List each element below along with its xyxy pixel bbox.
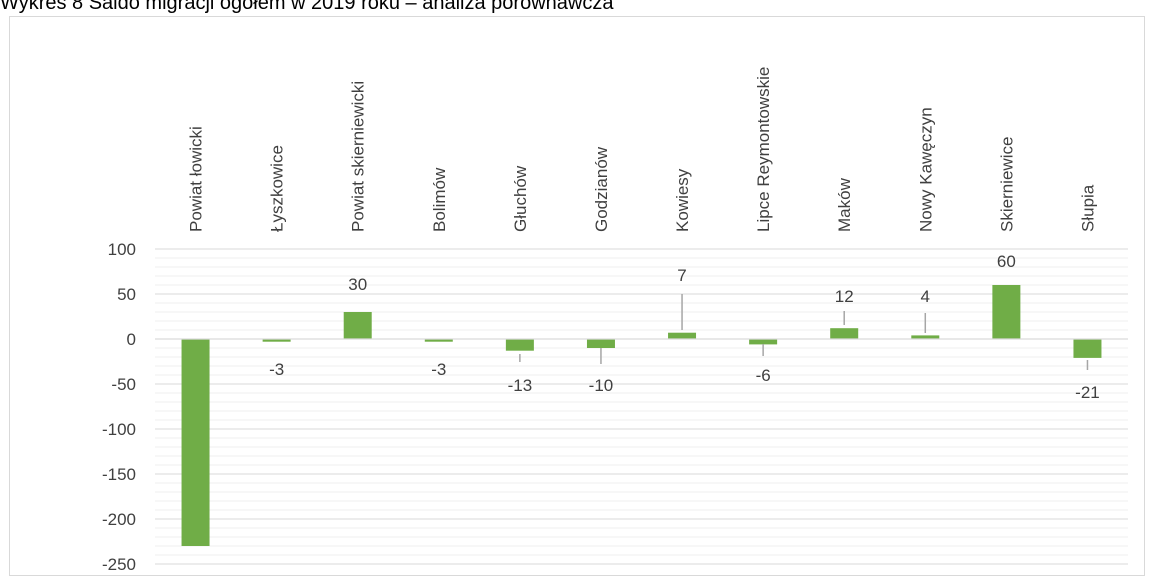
- data-label: 12: [835, 287, 854, 306]
- category-label: Maków: [835, 177, 854, 232]
- category-label: Lipce Reymontowskie: [754, 67, 773, 232]
- y-tick-label: -200: [102, 510, 136, 529]
- bar: [1073, 339, 1102, 358]
- bar: [911, 335, 940, 339]
- bar: [505, 339, 534, 351]
- y-tick-label: -100: [102, 420, 136, 439]
- category-label: Łyszkowice: [268, 145, 287, 232]
- y-tick-label: -150: [102, 465, 136, 484]
- y-tick-label: -50: [111, 375, 136, 394]
- data-label: -6: [756, 366, 771, 385]
- data-label: -13: [508, 376, 533, 395]
- data-label: -21: [1075, 383, 1100, 402]
- bar: [668, 332, 697, 339]
- data-label: -3: [431, 360, 446, 379]
- category-label: Głuchów: [511, 165, 530, 232]
- category-label: Powiat skierniewicki: [349, 81, 368, 232]
- data-label: -3: [269, 360, 284, 379]
- y-tick-label: 100: [108, 240, 136, 259]
- category-label: Skierniewice: [997, 137, 1016, 232]
- category-label: Nowy Kawęczyn: [916, 107, 935, 232]
- y-tick-label: 0: [127, 330, 136, 349]
- category-label: Słupia: [1078, 184, 1097, 232]
- bar: [181, 339, 210, 546]
- data-label: 30: [348, 275, 367, 294]
- bar: [586, 339, 615, 348]
- bar: [424, 339, 453, 342]
- category-label: Powiat łowicki: [187, 126, 206, 232]
- category-label: Godzianów: [592, 146, 611, 232]
- category-label: Bolimów: [430, 167, 449, 232]
- y-tick-label: -250: [102, 555, 136, 572]
- data-label: 60: [997, 252, 1016, 271]
- chart-title: Wykres 8 Saldo migracji ogółem w 2019 ro…: [0, 0, 614, 14]
- bar: [262, 339, 291, 342]
- bar: [830, 328, 859, 339]
- y-tick-label: 50: [117, 285, 136, 304]
- bar: [343, 312, 372, 339]
- data-label: 7: [677, 266, 686, 285]
- category-label: Kowiesy: [673, 168, 692, 232]
- bar: [749, 339, 778, 345]
- bar: [992, 285, 1021, 339]
- data-label: -10: [589, 376, 614, 395]
- data-label: 4: [921, 287, 930, 306]
